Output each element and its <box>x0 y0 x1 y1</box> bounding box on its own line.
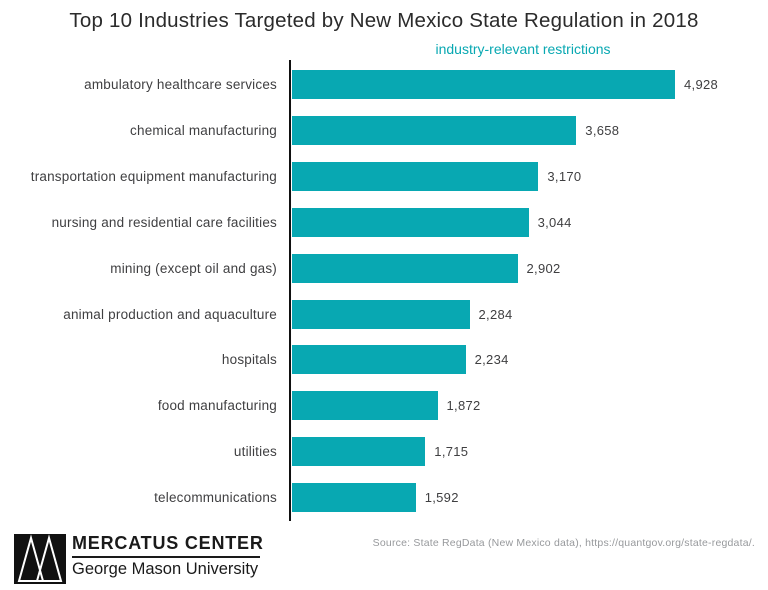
bar-area: 2,902 <box>292 253 561 283</box>
bar-chart: ambulatory healthcare services 4,928 chemi… <box>0 62 768 521</box>
mercatus-logo-text: MERCATUS CENTER George Mason University <box>72 533 263 579</box>
value-label: 3,044 <box>537 214 572 230</box>
bar-area: 2,234 <box>292 345 509 375</box>
value-label: 2,902 <box>526 260 561 276</box>
category-label: mining (except oil and gas) <box>110 260 277 276</box>
value-label: 4,928 <box>684 77 719 93</box>
chart-row: animal production and aquaculture 2,284 <box>0 291 768 337</box>
category-label: animal production and aquaculture <box>63 306 277 322</box>
category-label: utilities <box>233 444 277 460</box>
bar <box>292 391 438 421</box>
chart-title: Top 10 Industries Targeted by New Mexico… <box>69 9 699 32</box>
bar <box>292 116 577 146</box>
bar <box>292 162 539 192</box>
category-label: ambulatory healthcare services <box>84 77 277 93</box>
category-label: transportation equipment manufacturing <box>30 169 277 185</box>
chart-row: nursing and residential care facilities 3… <box>0 200 768 246</box>
value-label: 3,170 <box>547 169 582 185</box>
category-label: telecommunications <box>154 490 277 506</box>
value-label: 2,234 <box>474 352 509 368</box>
bar-area: 3,170 <box>292 162 582 192</box>
bar-area: 1,872 <box>292 391 481 421</box>
bar <box>292 345 466 375</box>
chart-row: mining (except oil and gas) 2,902 <box>0 245 768 291</box>
bar <box>292 253 518 283</box>
value-label: 2,284 <box>478 306 513 322</box>
value-label: 1,872 <box>446 398 481 414</box>
chart-row: hospitals 2,234 <box>0 337 768 383</box>
category-label: nursing and residential care facilities <box>51 214 277 230</box>
chart-row: chemical manufacturing 3,658 <box>0 108 768 154</box>
bar-area: 4,928 <box>292 70 719 100</box>
category-label: food manufacturing <box>157 398 277 414</box>
category-label: hospitals <box>221 352 277 368</box>
axis-label: industry-relevant restrictions <box>435 41 611 57</box>
bar-area: 2,284 <box>292 299 513 329</box>
mercatus-logo-icon <box>14 534 66 584</box>
value-label: 3,658 <box>585 123 620 139</box>
chart-row: utilities 1,715 <box>0 429 768 475</box>
source-text: Source: State RegData (New Mexico data),… <box>372 537 755 549</box>
bar <box>292 299 470 329</box>
bar <box>292 437 426 467</box>
bar <box>292 70 675 100</box>
y-axis-line <box>289 60 291 521</box>
bar <box>292 207 529 237</box>
chart-row: food manufacturing 1,872 <box>0 383 768 429</box>
chart-row: telecommunications 1,592 <box>0 475 768 521</box>
logo-subtitle: George Mason University <box>72 560 259 578</box>
bar-area: 1,592 <box>292 483 459 513</box>
value-label: 1,592 <box>424 490 459 506</box>
bar-area: 1,715 <box>292 437 469 467</box>
value-label: 1,715 <box>434 444 469 460</box>
bar-area: 3,044 <box>292 207 572 237</box>
category-label: chemical manufacturing <box>130 123 277 139</box>
chart-row: ambulatory healthcare services 4,928 <box>0 62 768 108</box>
chart-row: transportation equipment manufacturing 3,… <box>0 154 768 200</box>
bar <box>292 483 416 513</box>
logo-title: MERCATUS CENTER <box>72 533 263 558</box>
bar-area: 3,658 <box>292 116 620 146</box>
